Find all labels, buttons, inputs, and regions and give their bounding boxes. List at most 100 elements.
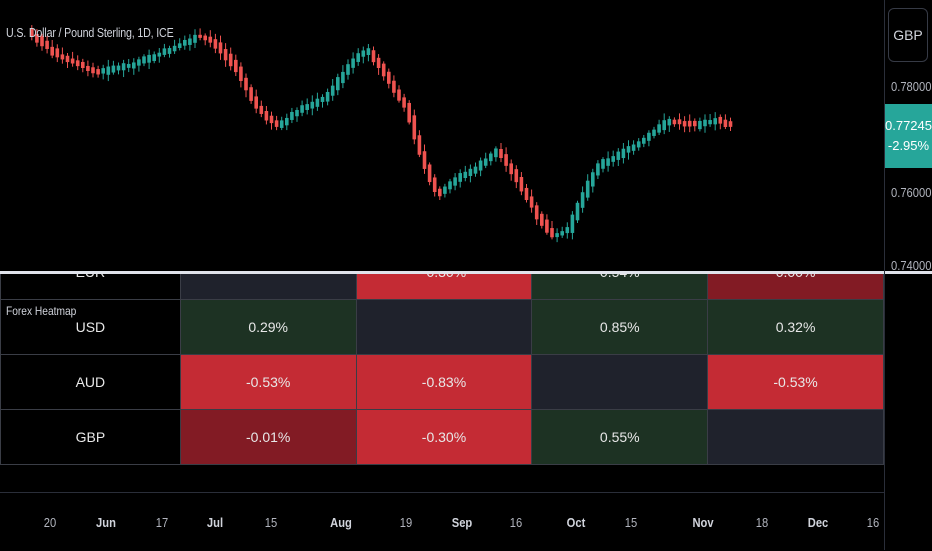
time-axis-tick: 20 xyxy=(43,515,57,530)
candle-body xyxy=(601,159,605,169)
pane-divider[interactable] xyxy=(0,271,932,274)
candle-body xyxy=(392,80,396,93)
candle-body xyxy=(132,62,136,69)
heatmap-cell xyxy=(179,274,357,300)
candle-body xyxy=(147,54,151,63)
candle-body xyxy=(718,116,723,124)
heatmap-cell: -0.53% xyxy=(707,354,884,410)
heatmap-cell: 0.85% xyxy=(531,299,709,355)
time-axis-tick: Jul xyxy=(206,515,224,530)
candle-body xyxy=(524,187,529,200)
candle-body xyxy=(667,118,672,126)
heatmap-row-label: USD xyxy=(0,299,181,355)
candle-body xyxy=(40,36,44,47)
candle-body xyxy=(647,132,651,141)
time-axis-tick: 19 xyxy=(399,515,413,530)
heatmap-row: EUR -0.30%0.54%0.00% xyxy=(0,274,884,300)
candle-body xyxy=(101,68,105,74)
currency-button[interactable]: GBP xyxy=(888,8,928,62)
candle-body xyxy=(361,50,366,57)
heatmap-cell: 0.32% xyxy=(707,299,884,355)
candle-body xyxy=(463,171,468,179)
candle-body xyxy=(325,91,330,102)
candle-body xyxy=(371,50,376,63)
candle-body xyxy=(228,53,233,67)
candle-body xyxy=(381,63,386,77)
candle-body xyxy=(315,98,320,107)
candle-body xyxy=(254,96,258,109)
last-price-badge: 0.77245 -2.95% xyxy=(885,104,932,168)
candle-body xyxy=(177,43,182,48)
indicator-name[interactable]: Forex Heatmap xyxy=(6,304,77,318)
candle-body xyxy=(621,148,626,159)
candle-body xyxy=(698,120,702,130)
candle-body xyxy=(81,61,85,69)
candle-body xyxy=(575,202,580,221)
time-axis-tick: 17 xyxy=(155,515,169,530)
heatmap-cell xyxy=(707,409,884,465)
candle-body xyxy=(534,205,539,220)
candle-body xyxy=(422,151,427,169)
candle-body xyxy=(489,153,493,162)
symbol-title: U.S. Dollar / Pound Sterling, 1D, ICE xyxy=(6,25,174,40)
candle-body xyxy=(713,118,717,125)
candle-body xyxy=(366,48,371,55)
time-axis-tick: 15 xyxy=(624,515,638,530)
candle-body xyxy=(244,77,248,91)
candle-body xyxy=(213,39,218,49)
candle-body xyxy=(55,48,60,58)
price-scale-border xyxy=(884,0,885,550)
heatmap-row-label: EUR xyxy=(0,274,181,300)
candle-body xyxy=(427,164,432,183)
heatmap-cell: 0.29% xyxy=(179,299,357,355)
candle-body xyxy=(397,89,401,101)
candle-body xyxy=(432,177,437,193)
time-axis[interactable]: 20 Jun 17 Jul 15 Aug 19 Sep 16 Oct 15 Nov 18 Dec 16 xyxy=(0,492,884,551)
heatmap-cell: -0.01% xyxy=(179,409,357,465)
candle-body xyxy=(580,192,585,208)
candle-body xyxy=(45,40,49,49)
heatmap-cell xyxy=(531,354,709,410)
candle-body xyxy=(198,34,202,38)
candle-body xyxy=(152,54,156,62)
candle-body xyxy=(218,42,223,54)
time-axis-tick: Dec xyxy=(807,515,829,530)
candle-body xyxy=(295,110,299,117)
time-axis-tick: Aug xyxy=(330,515,352,530)
candle-body xyxy=(682,121,687,127)
heatmap-row: GBP -0.01% -0.30% 0.55% xyxy=(0,409,884,465)
candle-body xyxy=(86,65,90,71)
candle-body xyxy=(223,49,228,61)
candle-body xyxy=(402,97,406,108)
candle-body xyxy=(285,117,289,126)
candle-body xyxy=(453,177,457,186)
candle-body xyxy=(585,180,590,198)
candle-body xyxy=(662,120,666,131)
candle-body xyxy=(407,102,411,123)
candle-body xyxy=(75,60,80,67)
candle-body xyxy=(478,160,483,171)
heatmap-cell: -0.53% xyxy=(179,354,357,410)
candle-body xyxy=(631,144,636,151)
candle-body xyxy=(458,173,462,182)
candle-body xyxy=(274,120,279,127)
candle-body xyxy=(300,105,304,113)
candle-body xyxy=(346,64,350,75)
candle-body xyxy=(142,56,146,64)
candle-body xyxy=(723,119,728,128)
time-axis-tick: 16 xyxy=(866,515,880,530)
candle-body xyxy=(351,58,355,68)
candlestick-chart[interactable] xyxy=(0,0,884,271)
candle-body xyxy=(60,54,65,60)
candle-body xyxy=(96,69,100,75)
candle-body xyxy=(157,52,162,57)
candle-body xyxy=(167,48,172,54)
candle-body xyxy=(550,228,554,238)
time-axis-tick: Jun xyxy=(96,515,116,530)
candle-body xyxy=(106,66,111,75)
candle-body xyxy=(341,71,345,84)
candle-body xyxy=(330,85,335,96)
candle-body xyxy=(560,231,564,236)
candle-body xyxy=(468,168,473,176)
candle-body xyxy=(596,163,600,176)
